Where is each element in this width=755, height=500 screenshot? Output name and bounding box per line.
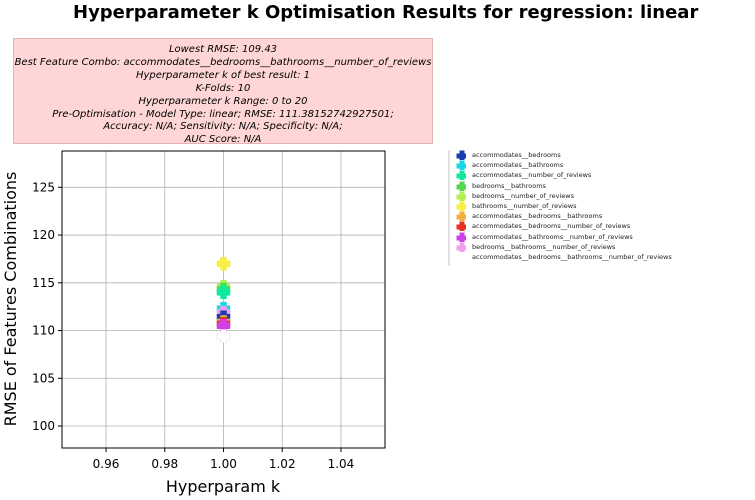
x-axis-ticks: 0.96 0.98 1.00 1.02 1.04: [93, 448, 355, 471]
legend-item: bedrooms__number_of_reviews: [448, 191, 574, 201]
x-tick-label: 1.00: [210, 457, 237, 471]
legend-marker: [456, 221, 466, 232]
y-tick-label: 115: [32, 276, 55, 290]
legend-marker-shape: [456, 242, 466, 252]
info-line: Pre-Optimisation - Model Type: linear; R…: [52, 108, 394, 120]
legend-label: accommodates__bathrooms: [472, 161, 564, 170]
legend-marker: [456, 191, 466, 201]
legend-label: accommodates__bedrooms__bathrooms: [472, 212, 603, 221]
legend-item: accommodates__bedrooms__bathrooms: [448, 211, 603, 222]
x-axis-label: Hyperparam k: [166, 477, 281, 496]
data-point: [216, 285, 231, 300]
grid-lines: [62, 151, 385, 448]
legend-label: bedrooms__bathrooms: [472, 181, 546, 190]
legend-item: accommodates__number_of_reviews: [448, 170, 592, 181]
legend-marker: [456, 150, 466, 160]
legend-marker-shape: [456, 221, 466, 232]
legend-marker-shape: [456, 160, 466, 171]
x-tick-label: 0.96: [93, 457, 120, 471]
legend-item: bedrooms__bathrooms__number_of_reviews: [448, 242, 615, 252]
legend-item: bathrooms__number_of_reviews: [448, 201, 577, 211]
legend-marker: [456, 170, 466, 181]
legend-marker: [456, 211, 466, 222]
y-axis-label: RMSE of Features Combinations: [1, 172, 20, 427]
y-tick-label: 105: [32, 371, 55, 385]
legend-label: accommodates__bedrooms: [472, 151, 561, 159]
legend-item: accommodates__bedrooms__number_of_review…: [448, 221, 631, 232]
chart-legend: accommodates__bedrooms accommodates__bath…: [448, 150, 748, 268]
legend-marker-shape: [456, 170, 466, 181]
legend-label: accommodates__bedrooms__number_of_review…: [472, 222, 631, 231]
legend-marker-shape: [456, 252, 466, 262]
x-tick-label: 1.04: [328, 457, 355, 471]
info-line: Hyperparameter k of best result: 1: [135, 69, 311, 81]
y-tick-label: 120: [32, 228, 55, 242]
legend-item: accommodates__bedrooms__bathrooms__numbe…: [448, 252, 672, 262]
legend-border: [448, 150, 450, 266]
legend-item: bedrooms__bathrooms: [448, 181, 546, 191]
info-line: Hyperparameter k Range: 0 to 20: [138, 95, 308, 107]
legend-item: accommodates__bedrooms: [448, 150, 561, 160]
legend-label: accommodates__bedrooms__bathrooms__numbe…: [472, 253, 672, 261]
legend-marker-shape: [456, 150, 466, 160]
legend-marker: [456, 160, 466, 171]
legend-marker: [456, 242, 466, 252]
legend-marker: [456, 201, 466, 211]
legend-label: bedrooms__number_of_reviews: [472, 191, 574, 200]
info-line: Lowest RMSE: 109.43: [168, 44, 278, 55]
y-tick-label: 125: [32, 180, 55, 194]
info-line: Accuracy: N/A; Sensitivity: N/A; Specifi…: [103, 121, 343, 133]
info-line: Best Feature Combo: accommodates__bedroo…: [14, 56, 432, 68]
legend-label: bathrooms__number_of_reviews: [472, 202, 577, 210]
x-tick-label: 1.02: [269, 457, 296, 471]
data-point: [216, 256, 231, 271]
info-line: AUC Score: N/A: [184, 134, 262, 146]
y-tick-label: 110: [32, 324, 55, 338]
legend-label: bedrooms__bathrooms__number_of_reviews: [472, 242, 616, 251]
chart-title: Hyperparameter k Optimisation Results fo…: [73, 2, 699, 23]
legend-marker-shape: [456, 201, 466, 211]
legend-label: accommodates__number_of_reviews: [472, 171, 592, 180]
legend-item: accommodates__bathrooms: [448, 160, 564, 171]
data-points: [216, 256, 231, 343]
legend-marker: [456, 181, 466, 191]
legend-item: accommodates__bathrooms__number_of_revie…: [448, 232, 633, 242]
y-tick-label: 100: [32, 419, 55, 433]
legend-marker: [456, 232, 466, 242]
legend-marker-shape: [456, 191, 466, 201]
y-axis-ticks: 100 105 110 115 120 125: [32, 180, 62, 433]
legend-marker: [456, 252, 466, 262]
legend-marker-shape: [456, 211, 466, 222]
data-point: [216, 329, 231, 343]
legend-marker-shape: [456, 181, 466, 191]
plot-area-frame: [61, 150, 386, 449]
legend-label: accommodates__bathrooms__number_of_revie…: [472, 232, 633, 241]
x-tick-label: 0.98: [151, 457, 178, 471]
info-line: K-Folds: 10: [195, 82, 251, 94]
results-info-box: Lowest RMSE: 109.43 Best Feature Combo: a…: [13, 38, 433, 146]
legend-marker-shape: [456, 232, 466, 242]
